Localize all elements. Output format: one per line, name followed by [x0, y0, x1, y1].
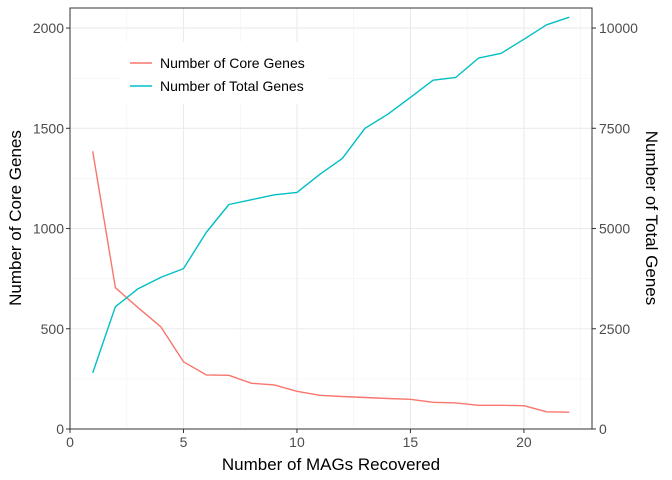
axes: 0 5 10 15 20 0 500 1000 1500 2000 0 2500 5000 7500 100…	[33, 20, 638, 450]
legend: Number of Core Genes Number of Total Gen…	[122, 42, 328, 104]
legend-label-core-genes: Number of Core Genes	[160, 55, 305, 71]
y-left-tick-label: 500	[41, 321, 65, 337]
y-left-tick-label: 1500	[33, 120, 64, 136]
y-right-tick-label: 7500	[599, 120, 630, 136]
legend-label-total-genes: Number of Total Genes	[160, 78, 304, 94]
y-axis-right-title: Number of Total Genes	[642, 131, 661, 306]
x-tick-label: 20	[516, 434, 532, 450]
y-right-tick-label: 2500	[599, 321, 630, 337]
y-axis-left-title: Number of Core Genes	[6, 130, 25, 306]
series-line-total-genes	[92, 16, 570, 374]
y-left-tick-label: 2000	[33, 20, 64, 36]
y-left-tick-label: 1000	[33, 221, 64, 237]
x-tick-label: 15	[403, 434, 419, 450]
series-line-core-genes	[92, 151, 570, 413]
x-tick-label: 10	[289, 434, 305, 450]
y-right-tick-label: 10000	[599, 20, 638, 36]
legend-background	[122, 42, 328, 104]
y-left-tick-label: 0	[56, 421, 64, 437]
plot-panel-border	[69, 7, 593, 430]
y-right-tick-label: 0	[599, 421, 607, 437]
series-lines	[92, 16, 570, 413]
x-axis-title: Number of MAGs Recovered	[222, 455, 440, 474]
x-tick-label: 0	[66, 434, 74, 450]
x-tick-label: 5	[180, 434, 188, 450]
y-right-tick-label: 5000	[599, 221, 630, 237]
